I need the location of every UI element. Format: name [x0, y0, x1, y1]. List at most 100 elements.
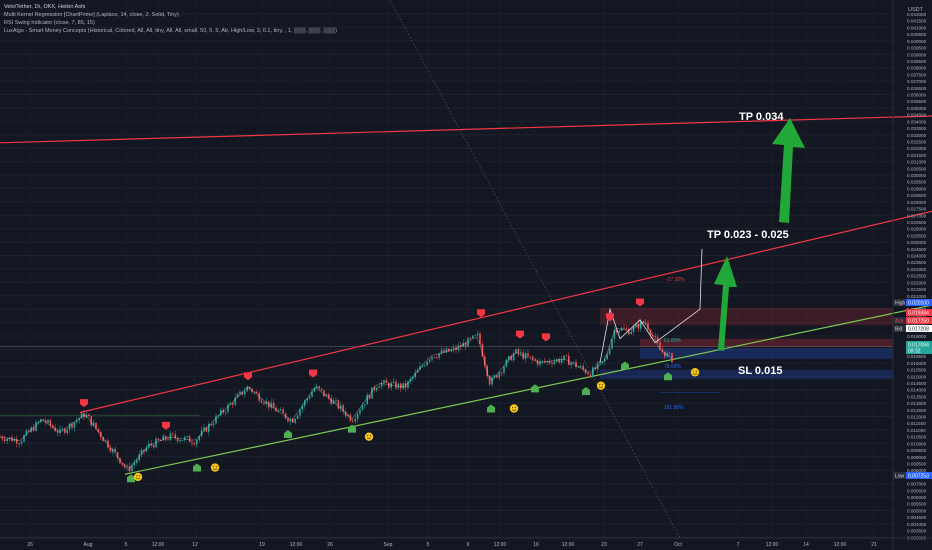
candle-body — [85, 414, 88, 418]
candle-body — [601, 361, 604, 362]
candle-body — [539, 361, 541, 365]
y-tick-label: 0.039000 — [907, 52, 927, 57]
candle-body — [282, 409, 284, 414]
smiley-icon — [364, 432, 374, 441]
y-tick-label: 0.023500 — [907, 260, 927, 265]
candle-body — [88, 414, 90, 417]
candle-body — [527, 353, 529, 357]
candle-body — [179, 440, 181, 442]
candle-body — [320, 388, 323, 391]
svg-text:0.017250: 0.017250 — [908, 319, 929, 325]
candle-body — [76, 420, 78, 423]
candle-body — [97, 428, 100, 432]
bullish-signal-marker — [193, 463, 201, 472]
projection-line — [599, 248, 703, 363]
candle-body — [359, 410, 361, 414]
candle-body — [299, 409, 301, 416]
y-tick-label: 0.021000 — [907, 294, 927, 299]
arrow-up-icon — [714, 256, 737, 351]
candle-body — [253, 391, 256, 393]
candle-body — [656, 336, 659, 343]
x-tick-label: 26 — [327, 542, 333, 548]
candle-body — [205, 427, 208, 432]
candle-body — [373, 387, 376, 391]
candle-body — [138, 454, 140, 461]
candle-body — [203, 427, 205, 431]
y-tick-label: 0.029500 — [907, 180, 927, 185]
candle-body — [64, 428, 66, 433]
y-tick-label: 0.013500 — [907, 394, 927, 399]
candle-body — [160, 440, 162, 441]
candle-body — [167, 439, 169, 441]
y-tick-label: 0.003500 — [907, 529, 927, 534]
tp-mid-label: TP 0.023 - 0.025 — [707, 229, 789, 241]
candle-body — [589, 374, 592, 378]
fib-label-2: 61.80% — [664, 338, 682, 344]
candle-body — [368, 395, 371, 399]
candle-body — [8, 437, 11, 439]
candle-body — [541, 360, 544, 362]
candle-body — [632, 326, 635, 332]
candle-body — [551, 362, 553, 365]
indicator-2[interactable]: RSI Swing Indicator (close, 7, 85, 15) — [4, 20, 95, 26]
candle-body — [476, 333, 479, 336]
candle-body — [572, 361, 575, 363]
svg-text:0.017208: 0.017208 — [908, 327, 929, 333]
candle-body — [200, 430, 203, 437]
y-tick-label: 0.012500 — [907, 408, 927, 413]
smiley-eye — [693, 370, 695, 372]
candle-body — [246, 386, 248, 392]
sl-label: SL 0.015 — [738, 365, 782, 377]
candle-body — [42, 419, 44, 421]
candle-body — [37, 421, 40, 423]
candle-body — [244, 391, 246, 395]
candle-body — [186, 436, 188, 438]
candle-body — [52, 425, 54, 428]
bullish-signal-marker — [348, 424, 356, 433]
y-tick-label: 0.005500 — [907, 502, 927, 507]
svg-text:Low: Low — [895, 474, 905, 480]
svg-text:Bid: Bid — [895, 327, 902, 333]
regression-line — [0, 321, 673, 471]
symbol-line[interactable]: Velo/Tether, 1h, OKX, Heikin Ashi — [4, 4, 86, 10]
smiley-mouth — [135, 477, 141, 480]
candle-body — [121, 463, 124, 465]
currency-label: USDT — [908, 7, 924, 13]
candle-body — [464, 343, 467, 347]
candle-body — [671, 353, 673, 363]
candle-body — [318, 386, 320, 389]
candle-body — [198, 436, 200, 440]
candle-body — [546, 361, 548, 363]
candle-body — [611, 338, 613, 349]
candle-body — [342, 405, 344, 412]
y-tick-label: 0.036000 — [907, 93, 927, 98]
candle-body — [503, 366, 505, 373]
candle-body — [215, 415, 217, 424]
indicator-3[interactable]: LuxAlgo - Smart Money Concepts (Historic… — [4, 28, 337, 34]
y-tick-label: 0.028000 — [907, 200, 927, 205]
candle-body — [544, 360, 546, 363]
smiley-eye — [136, 475, 138, 477]
indicator-1[interactable]: Multi Kernel Regression [ChartPrime] (La… — [4, 12, 179, 18]
x-tick-label: 5 — [427, 542, 430, 548]
candle-body — [176, 438, 179, 442]
candle-body — [80, 413, 83, 419]
candle-body — [188, 436, 191, 443]
candle-body — [143, 449, 145, 452]
channel-resistance-line — [79, 210, 932, 414]
candle-body — [323, 390, 325, 396]
candle-body — [191, 442, 193, 444]
candle-body — [553, 361, 556, 365]
y-tick-label: 0.013000 — [907, 401, 927, 406]
candle-body — [390, 382, 392, 388]
candle-body — [500, 372, 503, 374]
candle-body — [436, 357, 438, 359]
candle-body — [361, 405, 364, 411]
candle-body — [642, 321, 644, 323]
candle-body — [78, 418, 80, 421]
candle-body — [68, 423, 71, 430]
candle-body — [450, 349, 452, 352]
candle-body — [604, 358, 606, 362]
candle-body — [426, 361, 428, 366]
